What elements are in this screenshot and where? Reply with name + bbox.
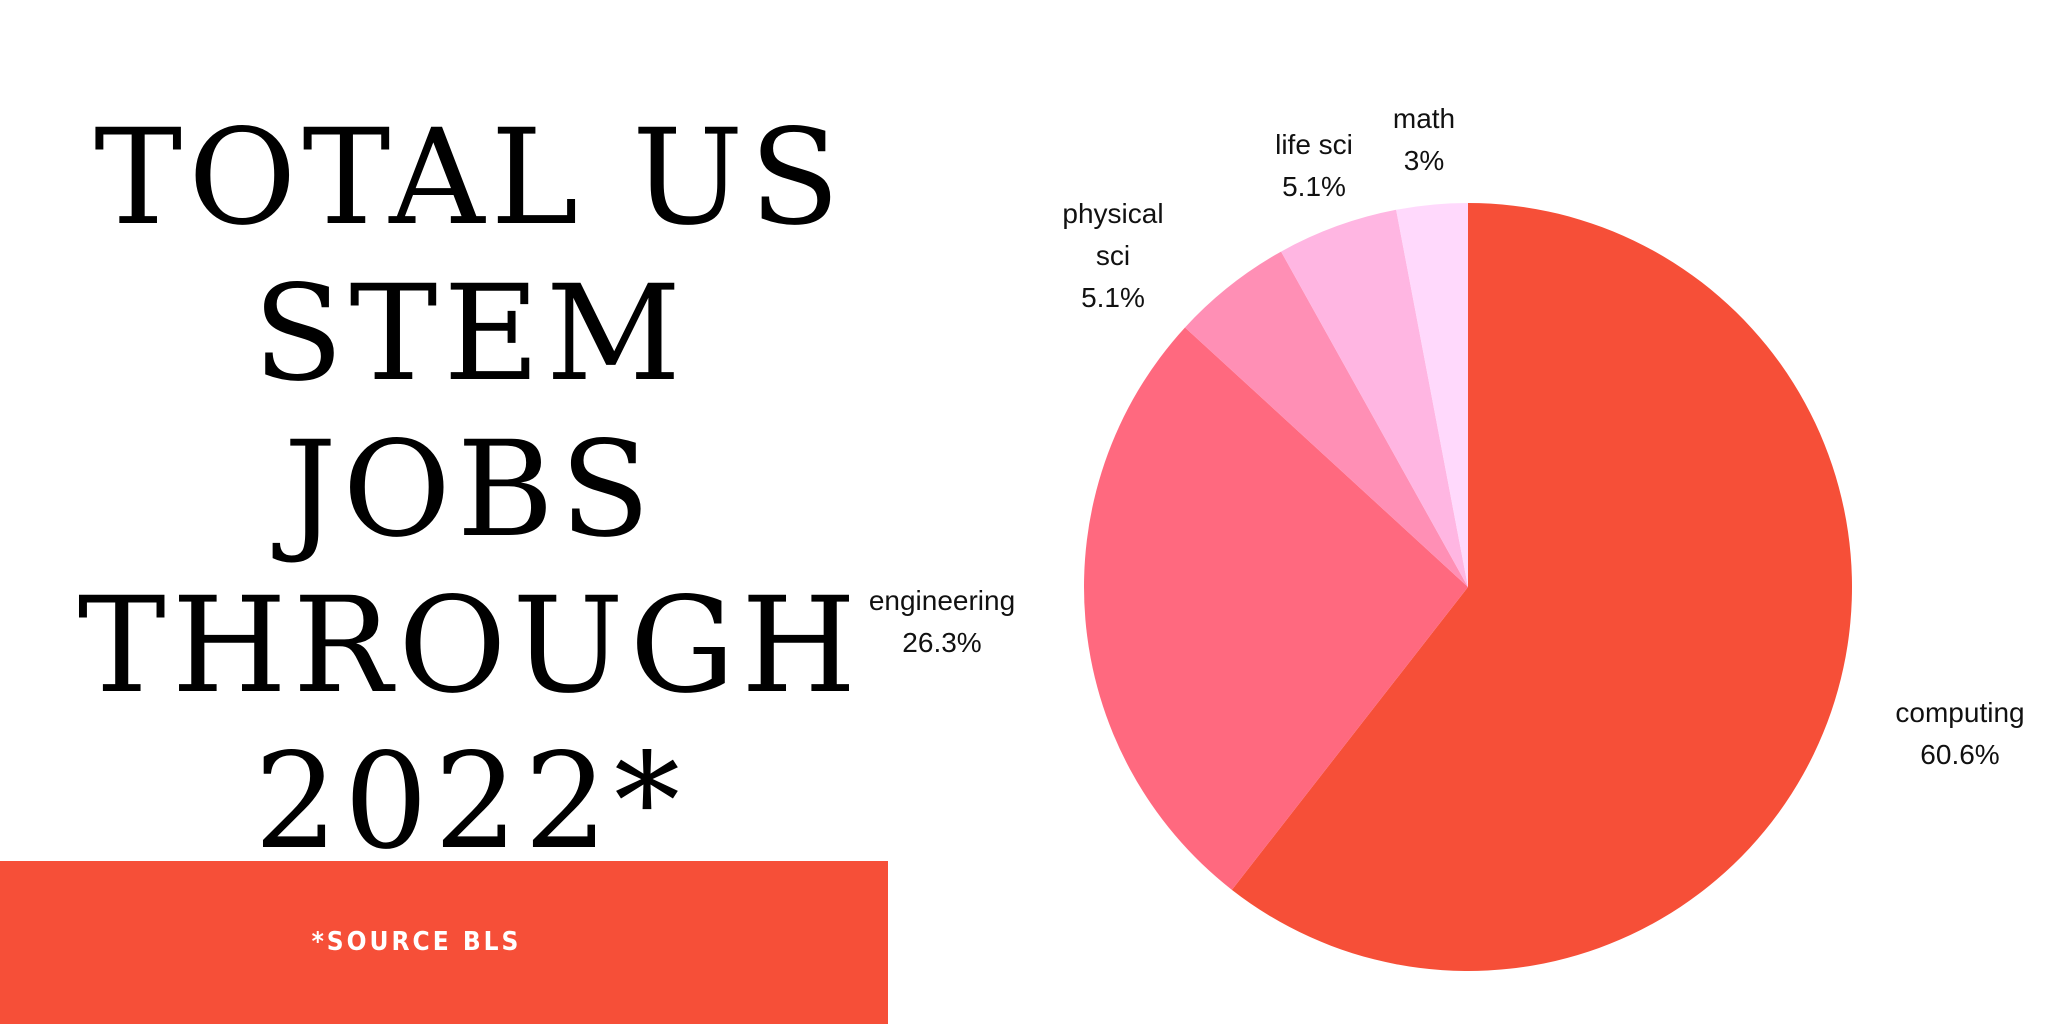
pie-label-value: 3% — [1403, 145, 1445, 176]
pie-label-computing: computing 60.6% — [1895, 692, 2024, 776]
pie-label-name: computing — [1895, 697, 2025, 728]
pie-slice-physical-sci — [1185, 251, 1468, 587]
pie-label-physical-sci: physical sci 5.1% — [1048, 193, 1178, 319]
pie-label-name: engineering — [868, 585, 1016, 616]
title-line-2: STEM JOBS — [253, 257, 687, 567]
title-line-1: TOTAL US — [94, 101, 846, 255]
pie-label-name: math — [1392, 103, 1456, 134]
title-line-4: 2022* — [254, 725, 686, 879]
pie-label-value: 26.3% — [902, 627, 982, 658]
pie-label-engineering: engineering 26.3% — [869, 580, 1015, 664]
pie-slice-life-sci — [1281, 209, 1468, 587]
pie-label-life-sci: life sci 5.1% — [1275, 124, 1353, 208]
pie-slice-computing — [1231, 203, 1852, 972]
pie-slice-math — [1396, 203, 1468, 587]
source-note: *SOURCE BLS — [311, 927, 522, 957]
title-line-3: THROUGH — [77, 569, 863, 723]
pie-label-math: math 3% — [1393, 98, 1455, 182]
pie-label-name: physical sci — [1062, 198, 1164, 271]
page-title: TOTAL US STEM JOBS THROUGH 2022* — [60, 100, 880, 880]
pie-slice-engineering — [1084, 327, 1468, 890]
source-banner: *SOURCE BLS — [0, 861, 888, 1024]
pie-label-value: 5.1% — [1282, 171, 1346, 202]
pie-label-value: 5.1% — [1081, 282, 1145, 313]
pie-label-name: life sci — [1275, 129, 1353, 160]
pie-label-value: 60.6% — [1920, 739, 2000, 770]
